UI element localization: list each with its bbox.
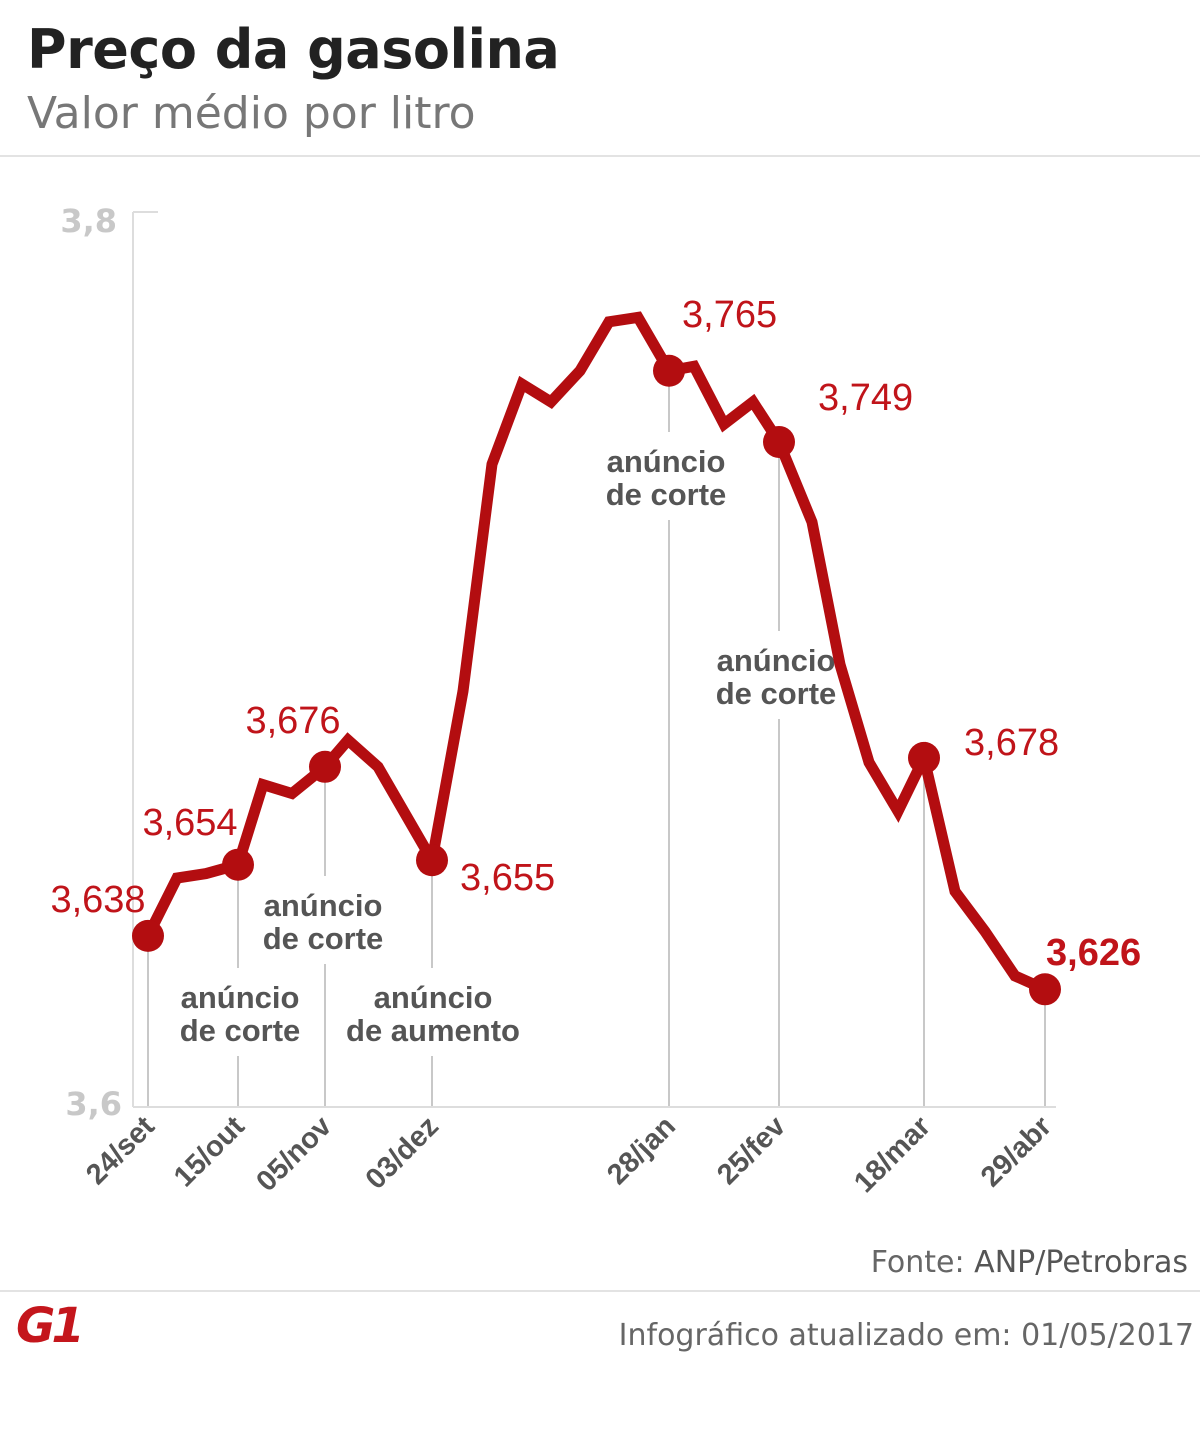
annotation-text: anúncio [264,888,383,923]
y-tick-label: 3,6 [65,1085,122,1123]
annotation-text: anúncio [607,444,726,479]
annotation-text: de corte [606,477,727,512]
data-point-marker [416,844,448,877]
divider [0,1290,1200,1292]
price-line [142,311,1051,995]
x-tick-label: 18/mar [848,1110,937,1199]
markers [132,354,1061,1006]
data-point-marker [1029,973,1061,1006]
y-tick-label: 3,8 [60,202,117,240]
data-point-marker [763,425,795,458]
data-label: 3,626 [1046,932,1141,974]
x-tick-labels: 24/set 15/out 05/nov 03/dez 28/jan 25/fev 18/m… [80,1110,1058,1199]
x-tick-label: 25/fev [711,1110,792,1191]
x-tick-label: 28/jan [601,1110,682,1191]
annotation-text: anúncio [181,980,300,1015]
g1-logo: G1 [16,1298,85,1354]
data-label: 3,654 [142,802,237,844]
data-label: 3,676 [245,700,340,742]
x-tick-label: 05/nov [250,1110,338,1198]
x-tick-label: 29/abr [975,1110,1058,1193]
data-point-marker [309,750,341,783]
divider [0,155,1200,157]
x-tick-label: 15/out [168,1110,251,1193]
data-label: 3,638 [50,879,145,921]
updated-date: Infográfico atualizado em: 01/05/2017 [618,1318,1194,1353]
data-label: 3,749 [818,377,913,419]
data-point-marker [908,741,940,774]
source-value: ANP/Petrobras [974,1245,1188,1280]
annotation-text: anúncio [374,980,493,1015]
chart-title: Preço da gasolina [27,18,560,81]
annotation-text: de corte [716,676,837,711]
source: Fonte: ANP/Petrobras [871,1245,1188,1280]
data-labels: 3,638 3,654 3,676 3,655 3,765 3,749 3,678 3,626 [50,294,1141,974]
annotation-text: de aumento [346,1013,520,1048]
data-label: 3,655 [460,857,555,899]
data-point-marker [222,848,254,881]
annotation-text: anúncio [717,643,836,678]
annotation-text: de corte [180,1013,301,1048]
data-point-marker [132,919,164,952]
x-tick-label: 03/dez [360,1110,445,1195]
data-point-marker [653,354,685,387]
source-label: Fonte: [870,1245,965,1280]
data-label: 3,678 [964,722,1059,764]
annotation-text: de corte [263,921,384,956]
chart-subtitle: Valor médio por litro [27,88,476,139]
data-label: 3,765 [682,294,777,336]
